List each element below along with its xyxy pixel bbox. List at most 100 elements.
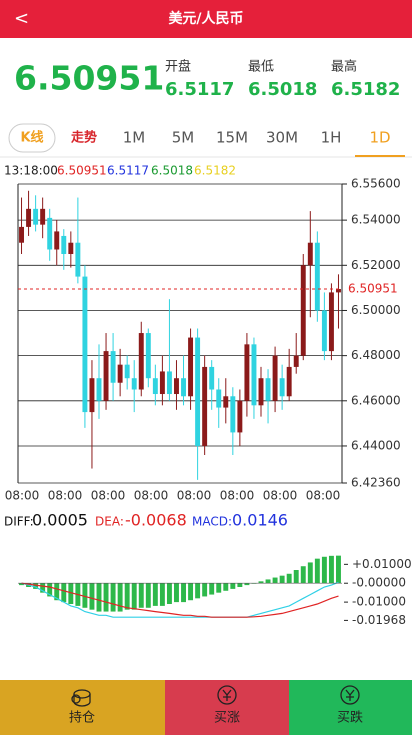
macd-bar (89, 583, 95, 610)
candle-body (174, 378, 179, 395)
macd-bar (33, 583, 39, 589)
candle-body (166, 371, 172, 395)
macd-bar (202, 583, 208, 597)
candle-body (251, 344, 257, 406)
candle-body (124, 364, 130, 379)
action-button[interactable]: 买涨 (214, 711, 240, 726)
candle-body (68, 242, 74, 255)
macd-bar (82, 583, 88, 608)
tab[interactable]: K线 (20, 130, 43, 146)
candle-body (117, 364, 123, 383)
candle-body (195, 337, 201, 446)
ohlc-info: 6.5117 (107, 164, 149, 178)
y-tick-label: +0.01000 (352, 557, 412, 571)
top-bar (0, 0, 412, 38)
macd-bar (138, 583, 144, 608)
button-icons (71, 685, 360, 707)
tab[interactable]: 1H (321, 129, 342, 147)
candle-body (89, 378, 95, 413)
candle-body (145, 333, 151, 379)
macd-bar (307, 562, 313, 584)
candle-body (188, 337, 194, 397)
macd-bar (216, 583, 222, 593)
macd-bar (19, 583, 24, 586)
macd-legend-name: DIFF: (4, 515, 34, 529)
macd-bar (314, 558, 320, 584)
y-tick-label: -0.00000 (352, 576, 406, 590)
button-bg (165, 680, 289, 735)
x-tick-label: 08:00 (220, 489, 255, 503)
last-price-label: 6.50951 (348, 281, 398, 295)
y-tick-label: 6.48000 (351, 348, 401, 362)
macd-bar (258, 581, 264, 584)
back-button[interactable]: < (14, 8, 29, 29)
macd-bar (96, 583, 102, 612)
macd-legend-value: 0.0146 (232, 511, 288, 530)
tab[interactable]: 30M (266, 129, 298, 147)
macd-legend-name: DEA: (95, 515, 124, 529)
macd-bar (230, 583, 236, 589)
ohlc-info: 6.5182 (194, 164, 236, 178)
macd-bar (40, 583, 46, 593)
macd-legend-value: 0.0005 (32, 511, 88, 530)
quote-label: 最低 (248, 60, 274, 75)
macd-bar (159, 583, 165, 606)
macd-bar (286, 573, 292, 584)
candle-body (209, 366, 215, 390)
current-price: 6.50951 (14, 59, 164, 98)
macd-bar (124, 583, 130, 610)
macd-bar (131, 583, 137, 610)
macd-bar (145, 583, 151, 608)
y-tick-label: 6.54000 (351, 213, 401, 227)
page-title: 美元/人民币 (168, 10, 243, 27)
macd-bar (188, 583, 194, 601)
candle-body (300, 265, 306, 356)
macd-bar (152, 583, 158, 606)
macd-bar (244, 583, 250, 586)
macd-bar (61, 583, 67, 603)
x-tick-label: 08:00 (306, 489, 341, 503)
macd-bar (110, 583, 116, 612)
last-price-bg (344, 280, 410, 297)
quote-value: 6.5018 (248, 79, 317, 100)
y-tick-label: -0.01000 (352, 595, 406, 609)
macd-bar (68, 583, 74, 604)
macd-bar (195, 583, 201, 599)
tab[interactable]: 走势 (71, 130, 97, 146)
macd-line (21, 582, 339, 618)
candle-body (26, 208, 32, 227)
x-tick-label: 08:00 (5, 489, 40, 503)
candle-body (307, 242, 313, 266)
tab-pill (8, 123, 56, 153)
candle-body (159, 371, 165, 395)
macd-bar (300, 566, 306, 584)
macd-legend-name: MACD: (192, 515, 232, 529)
candle-body (293, 355, 299, 367)
y-tick-label: 6.52000 (351, 258, 401, 272)
action-button[interactable]: 持仓 (69, 711, 95, 726)
action-button[interactable]: 买跌 (337, 710, 363, 726)
ohlc-info: 13:18:00 (4, 164, 58, 178)
x-tick-label: 08:00 (48, 489, 83, 503)
quote-value: 6.5182 (331, 79, 400, 100)
macd-legend-value: -0.0068 (125, 511, 187, 530)
button-bg (289, 680, 412, 735)
tab[interactable]: 15M (216, 129, 248, 147)
candle-body (336, 288, 341, 293)
quote-label: 开盘 (165, 59, 191, 75)
tab[interactable]: 5M (172, 129, 195, 147)
tab[interactable]: 1D (369, 129, 390, 147)
tab[interactable]: 1M (123, 129, 146, 147)
ohlc-info: 6.5018 (151, 164, 193, 178)
macd-bar (209, 583, 215, 595)
candle-body (152, 378, 158, 395)
candle-body (181, 378, 186, 397)
candle-body (19, 226, 24, 243)
x-tick-label: 08:00 (263, 489, 298, 503)
x-tick-label: 08:00 (91, 489, 126, 503)
candle-body (96, 378, 102, 401)
quote-label: 最高 (331, 59, 357, 75)
x-tick-label: 08:00 (177, 489, 212, 503)
candle-body (258, 378, 264, 406)
